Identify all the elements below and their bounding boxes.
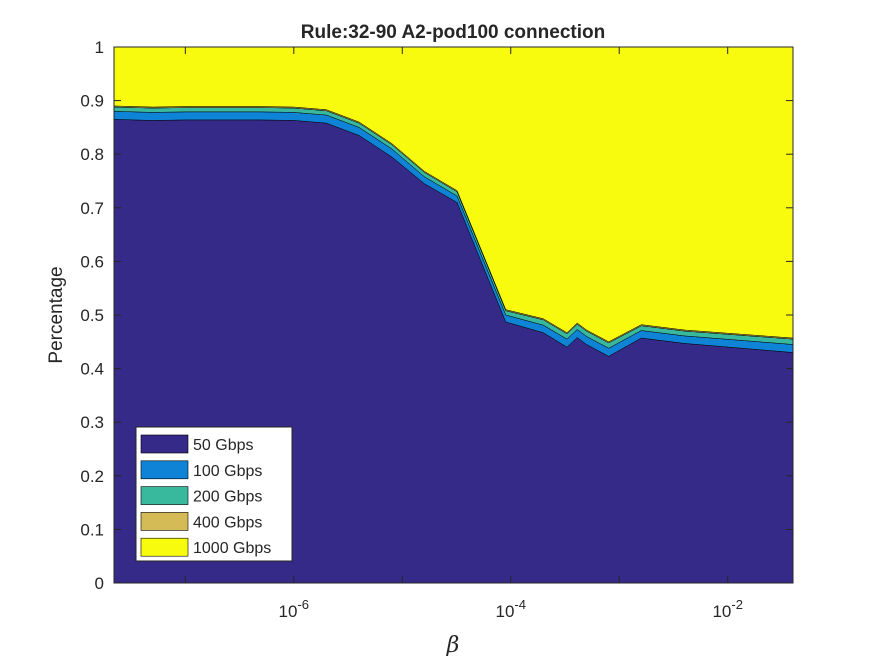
y-tick-label: 0.3 bbox=[80, 413, 104, 432]
y-tick-label: 0.5 bbox=[80, 306, 104, 325]
legend-label: 200 Gbps bbox=[193, 489, 262, 506]
legend-label: 400 Gbps bbox=[193, 514, 262, 531]
y-tick-label: 0.6 bbox=[80, 252, 104, 271]
legend-swatch bbox=[140, 460, 189, 480]
y-tick-label: 0 bbox=[95, 574, 104, 593]
y-tick-label: 0.9 bbox=[80, 92, 104, 111]
x-tick-label: 10-4 bbox=[496, 597, 526, 621]
y-axis-ticks: 0 0.1 0.2 0.3 0.4 0.5 0.6 0.7 0.8 0.9 1 bbox=[80, 38, 793, 593]
legend-swatch bbox=[140, 486, 189, 505]
legend-label: 100 Gbps bbox=[193, 463, 262, 480]
legend-swatch bbox=[140, 434, 189, 454]
legend-swatch bbox=[140, 537, 189, 557]
legend: 50 Gbps 100 Gbps 200 Gbps 400 Gbps 1000 Gbps bbox=[135, 426, 293, 562]
y-axis-label: Percentage bbox=[46, 266, 67, 363]
x-tick-label: 10-2 bbox=[712, 597, 742, 621]
x-tick-label: 10-6 bbox=[279, 597, 309, 621]
x-axis-ticks: 10-6 10-4 10-2 bbox=[184, 47, 743, 621]
y-tick-label: 1 bbox=[95, 38, 104, 57]
y-tick-label: 0.7 bbox=[80, 199, 104, 218]
y-tick-label: 0.2 bbox=[80, 467, 104, 486]
legend-label: 50 Gbps bbox=[193, 437, 253, 454]
x-axis-label: β bbox=[446, 633, 460, 656]
legend-swatch bbox=[140, 512, 189, 531]
y-tick-label: 0.4 bbox=[80, 360, 104, 379]
y-tick-label: 0.1 bbox=[80, 520, 104, 539]
chart-title: Rule:32-90 A2-pod100 connection bbox=[301, 22, 605, 43]
legend-label: 1000 Gbps bbox=[193, 540, 271, 557]
y-tick-label: 0.8 bbox=[80, 145, 104, 164]
